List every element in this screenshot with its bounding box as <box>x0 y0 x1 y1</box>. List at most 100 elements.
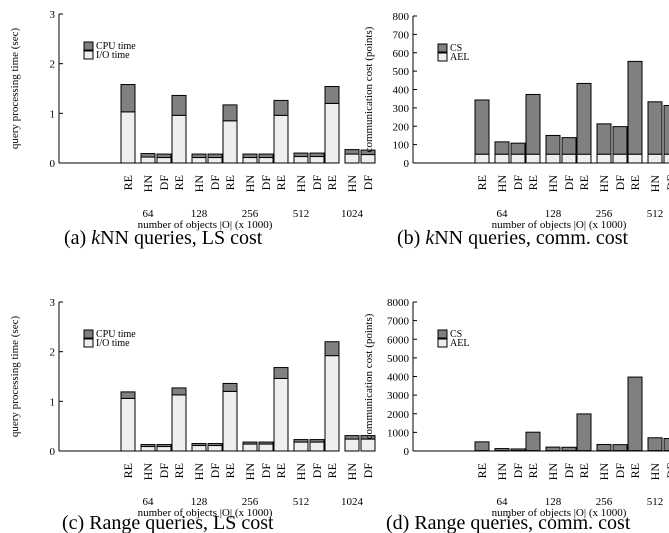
x-category-label: 256 <box>596 496 613 508</box>
y-tick-label: 8000 <box>387 297 410 309</box>
method-label: HN <box>546 463 560 481</box>
bar-segment-i-o-time <box>120 111 136 164</box>
figure-caption: (b) kNN queries, comm. cost <box>397 227 629 249</box>
x-category-label: 64 <box>497 208 509 220</box>
bar-segment-cs <box>525 93 541 155</box>
y-tick-label: 3000 <box>387 390 410 402</box>
bar-segment-i-o-time <box>324 355 340 452</box>
bar-segment-ael <box>545 153 561 164</box>
x-axis-title: number of objects |O| (x 1000) <box>492 507 627 519</box>
bar-segment-cpu-time <box>273 99 289 116</box>
method-label: RE <box>172 463 186 478</box>
method-label: RE <box>172 175 186 190</box>
method-label: DF <box>208 463 222 479</box>
x-category-label: 512 <box>647 208 664 220</box>
bar-segment-i-o-time <box>242 443 258 452</box>
bar-segment-ael <box>663 153 669 164</box>
bar-segment-cpu-time <box>140 444 156 448</box>
y-tick-label: 2 <box>50 59 56 71</box>
bar-segment-cpu-time <box>207 443 223 447</box>
bar-segment-cpu-time <box>140 153 156 158</box>
method-label: DF <box>361 175 375 191</box>
bar-segment-i-o-time <box>207 445 223 452</box>
y-tick-label: 500 <box>393 66 410 78</box>
bar-segment-i-o-time <box>120 397 136 452</box>
method-label: HN <box>294 463 308 481</box>
method-label: DF <box>562 175 576 191</box>
method-label: DF <box>511 175 525 191</box>
method-label: RE <box>628 175 642 190</box>
method-label: RE <box>325 175 339 190</box>
caption-variable: k <box>91 227 101 249</box>
method-label: DF <box>361 463 375 479</box>
bar-segment-cpu-time <box>222 104 238 122</box>
x-category-label: 128 <box>191 496 208 508</box>
x-axis-title: number of objects |O| (x 1000) <box>138 219 273 231</box>
bar-segment-cs <box>627 376 643 452</box>
legend-swatch-i-o-time <box>83 338 94 348</box>
legend-swatch-cs <box>437 329 448 339</box>
caption-prefix: (d) <box>386 512 414 533</box>
y-axis-title: communication cost (points) <box>363 26 375 152</box>
bar-segment-ael <box>596 153 612 164</box>
x-category-label: 128 <box>545 496 562 508</box>
bar-segment-i-o-time <box>156 157 172 164</box>
bar-segment-cs <box>647 101 663 155</box>
caption-text: NN queries, LS cost <box>100 227 263 249</box>
bar-segment-cpu-time <box>324 341 340 357</box>
legend-label: AEL <box>450 338 469 349</box>
bar-segment-i-o-time <box>140 156 156 164</box>
bar-segment-cs <box>647 437 663 452</box>
x-category-label: 256 <box>242 208 259 220</box>
bar-segment-cpu-time <box>156 444 172 448</box>
bar-segment-cs <box>545 134 561 155</box>
bar-segment-cpu-time <box>120 391 136 399</box>
bar-segment-cs <box>561 137 577 155</box>
method-label: DF <box>562 463 576 479</box>
method-label: DF <box>613 175 627 191</box>
y-tick-label: 2 <box>50 347 56 359</box>
bar-segment-cpu-time <box>156 153 172 159</box>
bar-segment-i-o-time <box>293 156 309 164</box>
method-label: DF <box>259 463 273 479</box>
y-tick-label: 7000 <box>387 316 410 328</box>
y-tick-label: 3 <box>50 9 56 21</box>
bar-segment-cpu-time <box>360 435 376 440</box>
method-label: RE <box>475 463 489 478</box>
method-label: DF <box>310 463 324 479</box>
bar-segment-i-o-time <box>273 377 289 452</box>
method-label: HN <box>192 175 206 193</box>
bar-segment-cs <box>576 82 592 155</box>
bar-segment-cpu-time <box>207 153 223 159</box>
method-label: RE <box>577 463 591 478</box>
caption-variable: k <box>425 227 435 249</box>
x-category-label: 64 <box>497 496 509 508</box>
method-label: HN <box>597 175 611 193</box>
method-label: HN <box>345 175 359 193</box>
method-label: HN <box>597 463 611 481</box>
method-label: RE <box>223 463 237 478</box>
bar-segment-cpu-time <box>258 153 274 159</box>
bar-segment-cpu-time <box>273 367 289 379</box>
method-label: RE <box>274 175 288 190</box>
chart-panel-4: 0 1000 2000 3000 4000 5000 6000 7000 8000 communi… <box>363 297 669 533</box>
bar-segment-ael <box>576 153 592 164</box>
bar-segment-cpu-time <box>344 435 360 440</box>
caption-prefix: (b) <box>397 227 425 249</box>
bar-segment-i-o-time <box>171 394 187 452</box>
legend-label: CPU time <box>96 329 136 340</box>
bar-segment-cs <box>612 444 628 452</box>
method-label: HN <box>546 175 560 193</box>
method-label: RE <box>475 175 489 190</box>
legend-label: I/O time <box>96 338 130 349</box>
bar-segment-i-o-time <box>258 443 274 452</box>
y-tick-label: 0 <box>50 158 56 170</box>
method-label: RE <box>325 463 339 478</box>
legend-swatch-ael <box>437 338 448 348</box>
bar-segment-cpu-time <box>360 149 376 156</box>
bar-segment-i-o-time <box>140 446 156 452</box>
y-tick-label: 3 <box>50 297 56 309</box>
method-label: DF <box>664 175 669 191</box>
